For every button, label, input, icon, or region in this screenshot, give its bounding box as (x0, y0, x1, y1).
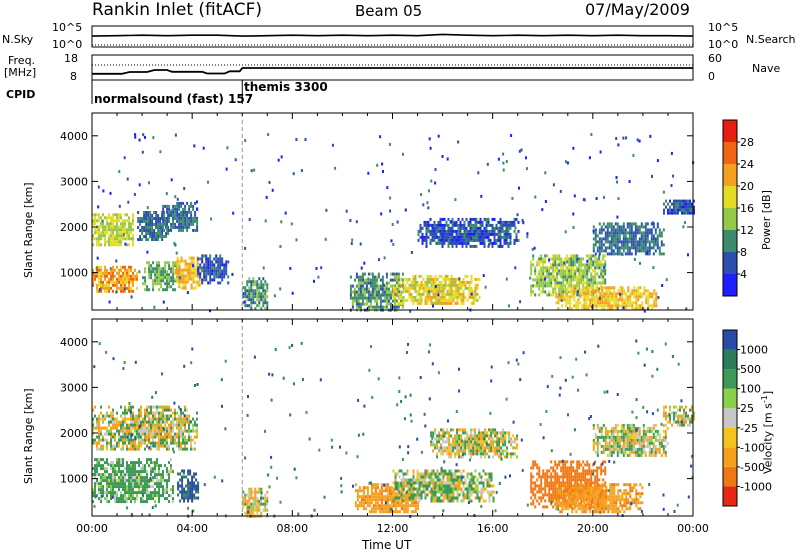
velocity-region-9 (592, 423, 669, 457)
power-ytick-label-0: 1000 (60, 267, 88, 280)
velocity-colorbar-tick-label-1: 500 (740, 363, 761, 376)
power-ytick-label-1: 2000 (60, 221, 88, 234)
power-colorbar-tick-label-3: 16 (740, 202, 754, 215)
freq-right-tick-bottom: 0 (708, 70, 715, 83)
xaxis-tick-label-4: 16:00 (477, 522, 509, 535)
power-colorbar-cell-7 (723, 120, 737, 142)
noise-left-tick-top: 10^5 (52, 21, 83, 34)
noise-left-label: N.Sky (2, 33, 34, 46)
power-colorbar-cell-2 (723, 230, 737, 252)
beam-title: Beam 05 (355, 2, 423, 20)
velocity-colorbar-tick-label-4: -25 (740, 422, 758, 435)
freq-right-tick-top: 60 (708, 52, 722, 65)
power-ytick-label-2: 3000 (60, 175, 88, 188)
power-colorbar-tick-label-4: 20 (740, 180, 754, 193)
noise-right-tick-bottom: 10^0 (708, 38, 739, 51)
velocity-region-1 (92, 458, 174, 504)
velocity-ytick-label-2: 3000 (60, 381, 88, 394)
freq-right-label: Nave (752, 62, 781, 75)
velocity-colorbar-frame (722, 329, 738, 507)
velocity-region-6 (430, 428, 519, 459)
power-region-2 (137, 211, 170, 241)
power-colorbar-tick-label-0: 4 (740, 268, 747, 281)
noise-right-tick-top: 10^5 (708, 21, 739, 34)
power-colorbar-tick-label-2: 12 (740, 224, 754, 237)
velocity-colorbar-cell-2 (723, 447, 737, 467)
velocity-colorbar-cell-5 (723, 388, 737, 409)
velocity-colorbar-cell-7 (723, 349, 737, 370)
velocity-region-5 (392, 469, 495, 503)
velocity-region-10 (663, 405, 695, 427)
velocity-colorbar-cell-3 (723, 427, 737, 448)
power-colorbar-cell-3 (723, 208, 737, 230)
cpid-mode-1: normalsound (fast) 157 (94, 92, 254, 106)
power-colorbar-tick-label-6: 28 (740, 136, 754, 149)
velocity-colorbar-tick-label-3: 25 (740, 402, 754, 415)
power-colorbar-cell-1 (723, 252, 737, 274)
cpid-mode-2: themis 3300 (244, 80, 328, 94)
freq-left-tick-bottom: 8 (70, 70, 77, 83)
velocity-colorbar-cell-1 (723, 466, 737, 487)
power-speckles (95, 133, 695, 313)
power-region-5 (174, 256, 201, 290)
velocity-ytick-label-0: 1000 (60, 473, 88, 486)
noise-panel-frame (91, 25, 694, 48)
xaxis-label: Time UT (362, 538, 412, 552)
power-region-3 (142, 261, 181, 292)
velocity-colorbar-cell-0 (723, 486, 737, 506)
xaxis-tick-label-2: 08:00 (276, 522, 308, 535)
velocity-ytick-label-3: 4000 (60, 336, 88, 349)
power-region-4 (162, 201, 199, 232)
velocity-region-8 (555, 483, 644, 514)
power-colorbar-tick-label-5: 24 (740, 158, 754, 171)
power-region-10 (417, 217, 520, 248)
velocity-ytick-label-1: 2000 (60, 427, 88, 440)
power-region-6 (197, 254, 230, 285)
power-region-14 (663, 199, 695, 215)
freq-left-label-1: Freq. (8, 54, 36, 67)
cpid-label: CPID (6, 88, 36, 101)
velocity-colorbar-tick-label-0: 1000 (740, 344, 768, 357)
power-region-1 (92, 265, 138, 293)
power-colorbar-cell-5 (723, 164, 737, 186)
frequency-line (92, 67, 693, 75)
xaxis-tick-label-6: 00:00 (677, 522, 709, 535)
noise-right-label: N.Search (746, 33, 796, 46)
xaxis-tick-label-3: 12:00 (377, 522, 409, 535)
power-region-13 (592, 222, 665, 256)
velocity-colorbar-tick-label-6: -500 (740, 461, 765, 474)
velocity-region-3 (242, 487, 269, 518)
velocity-colorbar-cell-6 (723, 369, 737, 389)
velocity-colorbar-cell-8 (723, 330, 737, 350)
velocity-colorbar-tick-label-5: -100 (740, 441, 765, 454)
power-region-0 (92, 213, 134, 247)
power-region-12 (555, 286, 658, 311)
power-region-9 (392, 274, 481, 305)
power-colorbar-cell-0 (723, 274, 737, 296)
xaxis-tick-label-0: 00:00 (76, 522, 108, 535)
station-title: Rankin Inlet (fitACF) (92, 0, 263, 20)
velocity-colorbar-tick-label-2: 100 (740, 383, 761, 396)
velocity-colorbar-cell-4 (723, 408, 737, 428)
freq-left-label-2: [MHz] (4, 66, 37, 79)
power-colorbar-cell-6 (723, 142, 737, 164)
noise-sky-line (91, 33, 694, 37)
freq-left-tick-top: 18 (64, 52, 78, 65)
velocity-speckles (93, 339, 694, 519)
velocity-colorbar-tick-label-7: -1000 (740, 480, 772, 493)
noise-left-tick-bottom: 10^0 (52, 38, 83, 51)
power-ytick-label-3: 4000 (60, 130, 88, 143)
power-colorbar-tick-label-1: 8 (740, 246, 747, 259)
velocity-region-0 (92, 405, 198, 451)
xaxis-tick-label-1: 04:00 (176, 522, 208, 535)
date-title: 07/May/2009 (585, 0, 690, 19)
velocity-region-2 (177, 469, 200, 503)
xaxis-tick-label-5: 20:00 (577, 522, 609, 535)
power-colorbar-cell-4 (723, 186, 737, 208)
power-region-7 (242, 277, 269, 311)
